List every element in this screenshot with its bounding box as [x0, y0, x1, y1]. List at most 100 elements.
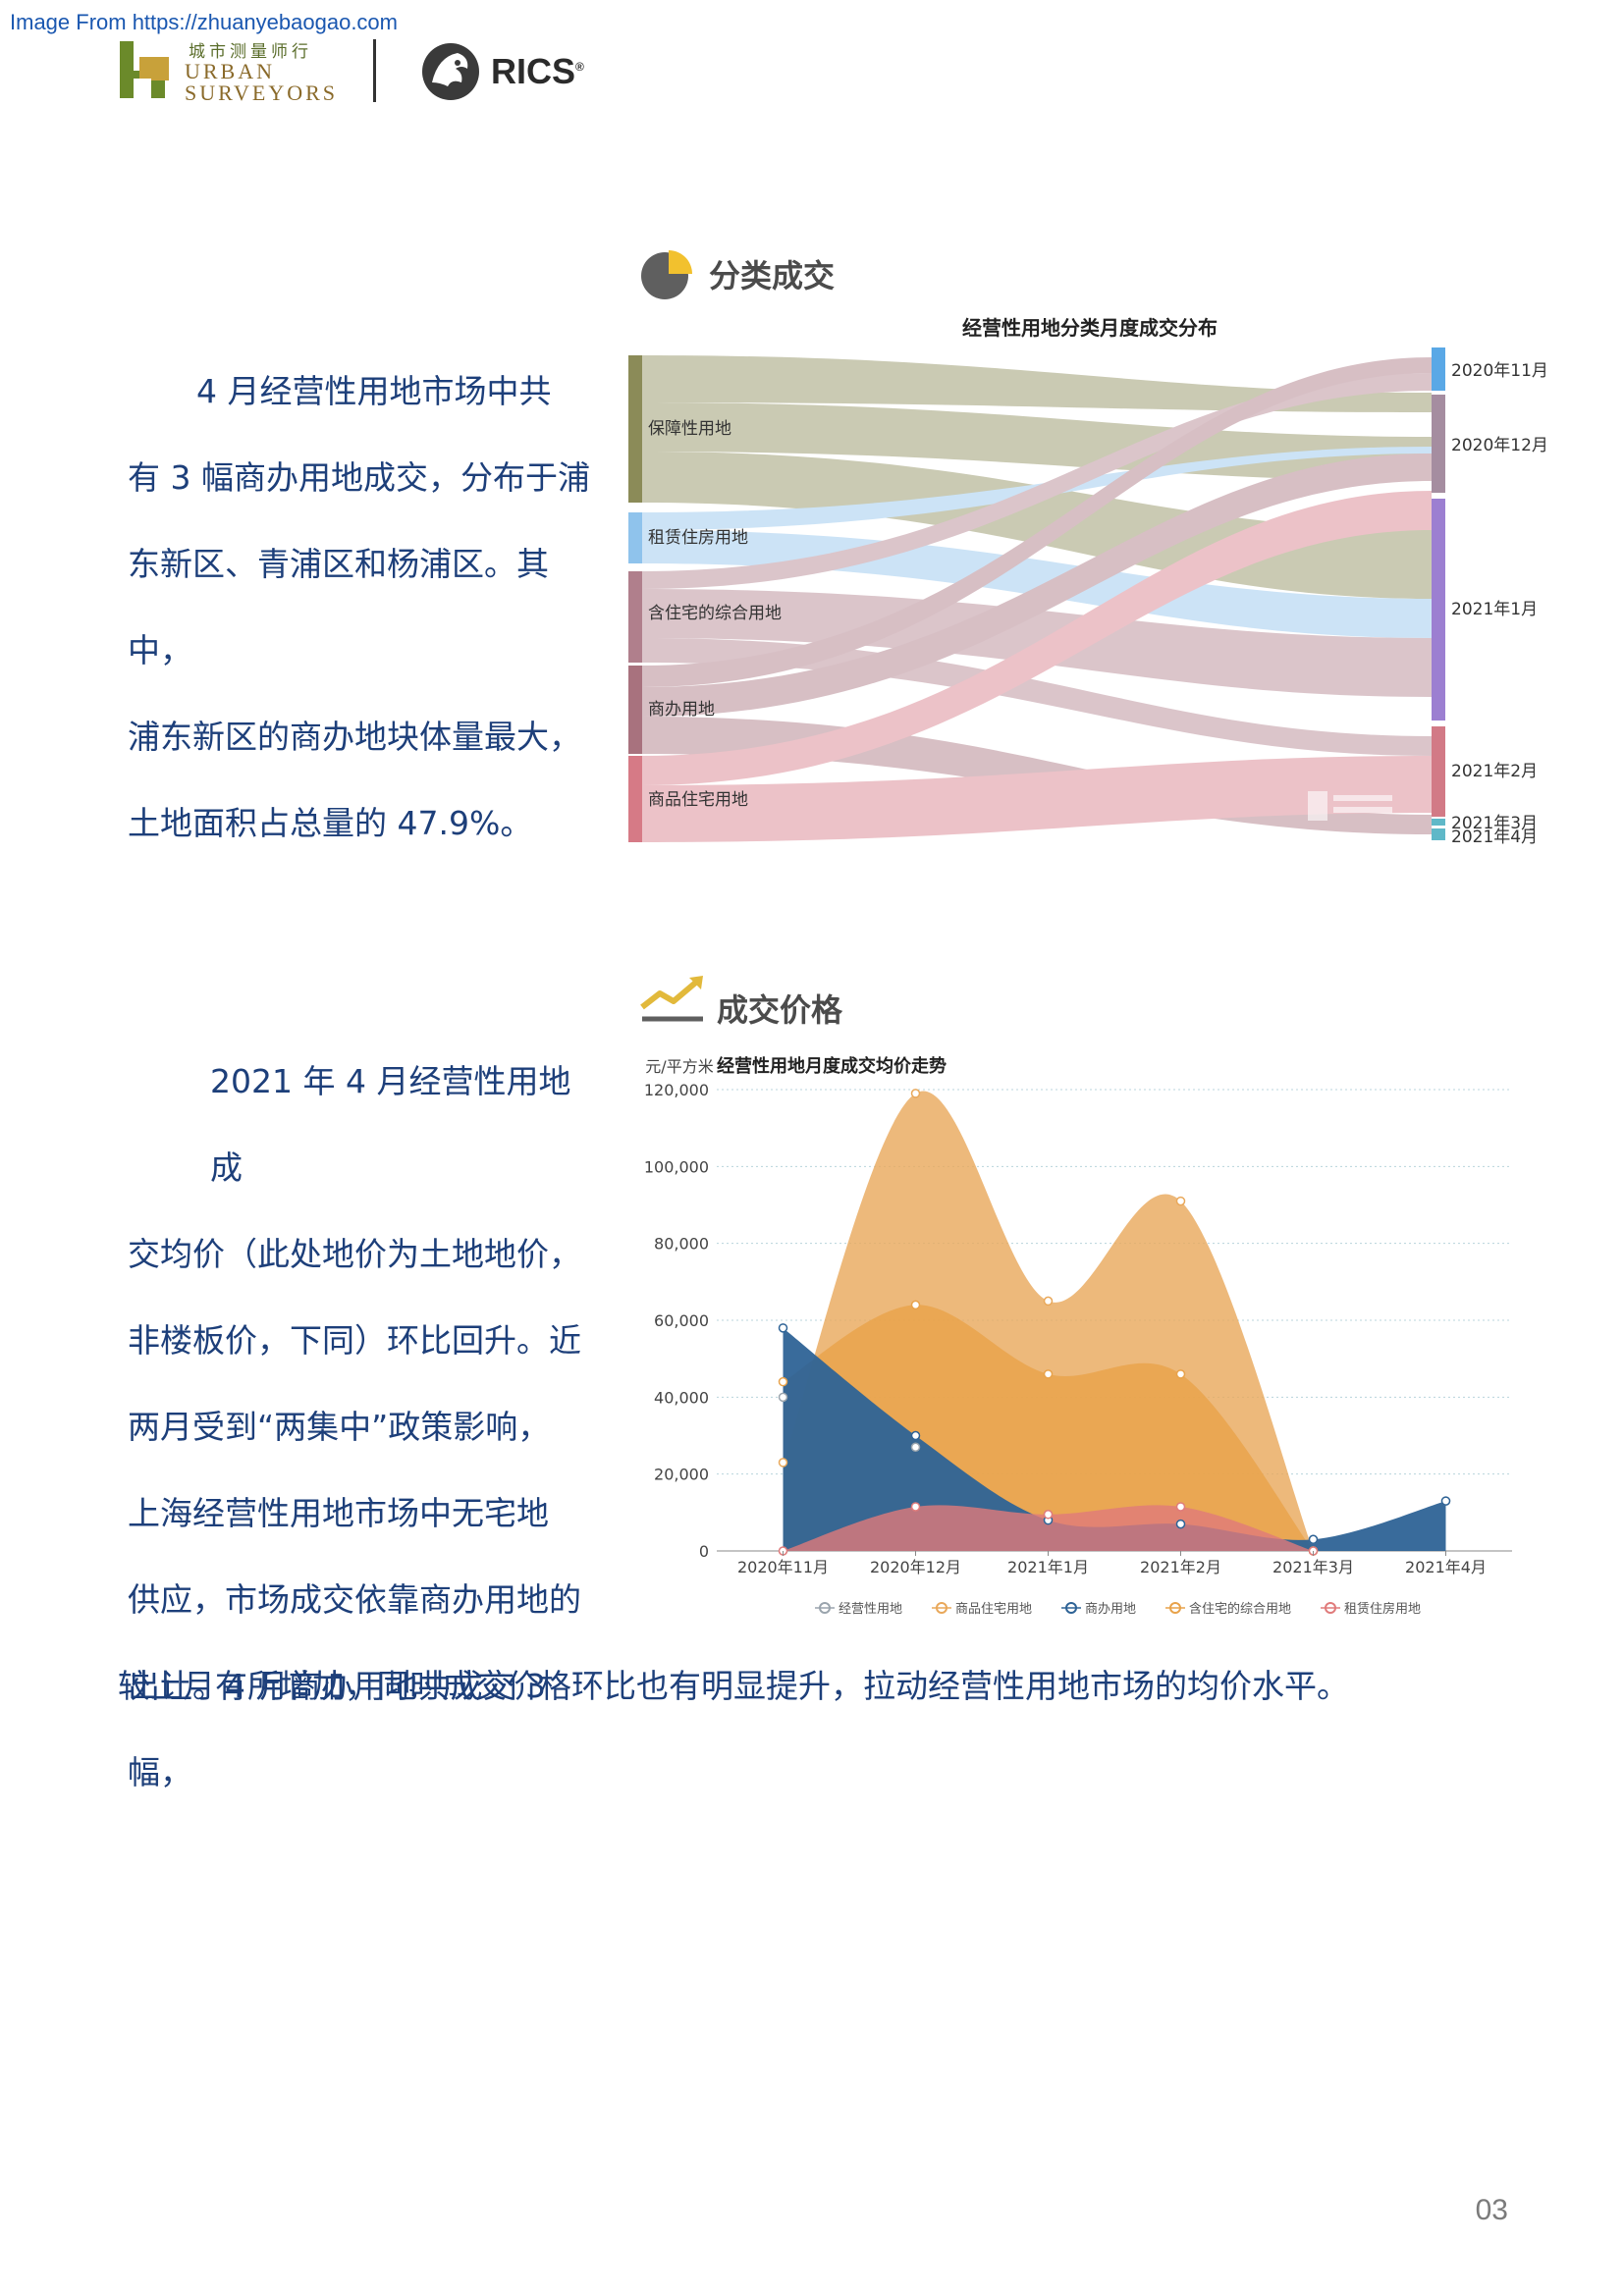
data-point	[1308, 1534, 1319, 1544]
paragraph-line: 土地面积占总量的 47.9%。	[128, 804, 533, 842]
section-title-price: 成交价格	[717, 991, 843, 1029]
price-trend-chart: 经营性用地月度成交均价走势 元/平方米 0 20,000 40,000 60,000 8…	[644, 1055, 1512, 1617]
sankey-flow	[642, 402, 1432, 481]
chart-ticks: 0 20,000 40,000 60,000 80,000 100,000 120,000 2…	[644, 1081, 1487, 1576]
sankey-source-labels: 保障性用地 租赁住房用地 含住宅的综合用地 商办用地 商品住宅用地	[648, 419, 782, 810]
y-tick-label: 0	[699, 1542, 709, 1561]
sankey-flow	[642, 355, 1432, 412]
data-point	[910, 1089, 921, 1098]
paragraph-line: 2021 年 4 月经营性用地成	[210, 1062, 571, 1187]
sankey-flow	[642, 638, 1432, 756]
legend-label: 商办用地	[1085, 1602, 1136, 1617]
chart-points	[778, 1089, 1451, 1556]
data-point	[1175, 1369, 1186, 1379]
logo-english-line2: SURVEYORS	[185, 80, 339, 105]
paragraph-line: 交均价（此处地价为土地地价，	[128, 1235, 581, 1273]
paragraph-line: 浦东新区的商办地块体量最大，	[128, 718, 581, 756]
sankey-flow	[642, 452, 1432, 599]
sankey-target-label: 2021年1月	[1451, 600, 1538, 619]
data-point	[1440, 1496, 1451, 1506]
sankey-node-zonghe	[628, 571, 642, 663]
y-axis-unit: 元/平方米	[645, 1057, 713, 1076]
y-tick-label: 80,000	[654, 1235, 709, 1254]
data-point	[910, 1430, 921, 1441]
pie-chart-icon	[641, 250, 692, 299]
data-point	[1043, 1510, 1054, 1520]
data-point	[910, 1300, 921, 1310]
sankey-node-zhuzhai	[628, 756, 642, 842]
data-point	[1175, 1519, 1186, 1529]
chart-title: 经营性用地月度成交均价走势	[717, 1055, 947, 1077]
paragraph-line: 4 月经营性用地市场中共	[196, 372, 552, 410]
legend-label: 含住宅的综合用地	[1189, 1601, 1291, 1617]
paragraph-line: 有 3 幅商办用地成交，分布于浦	[128, 458, 590, 497]
section2-paragraph: 2021 年 4 月经营性用地成 交均价（此处地价为土地地价， 非楼板价，下同）…	[128, 1039, 599, 1816]
paragraph-line: 出让。4 月商办用地共成交 3 幅，	[128, 1667, 546, 1791]
data-point	[1043, 1369, 1054, 1379]
x-tick-label: 2021年3月	[1272, 1558, 1354, 1576]
data-point	[778, 1376, 788, 1387]
x-tick-label: 2020年12月	[870, 1558, 961, 1576]
sankey-target-label: 2020年12月	[1451, 436, 1548, 455]
sankey-flow	[642, 373, 1432, 589]
page-number: 03	[1475, 2194, 1508, 2226]
paragraph-line: 两月受到“两集中”政策影响，	[128, 1408, 551, 1446]
rics-lion-icon	[422, 43, 479, 100]
logo-divider	[373, 39, 376, 102]
sankey-chart: 保障性用地 租赁住房用地 含住宅的综合用地 商办用地 商品住宅用地 2020年1…	[628, 347, 1548, 847]
data-point	[910, 1442, 921, 1452]
area-4	[783, 1505, 1314, 1551]
chart-areas	[783, 1091, 1446, 1551]
y-tick-label: 100,000	[644, 1157, 709, 1176]
sankey-target-label: 2021年3月	[1451, 814, 1538, 833]
sankey-node-zulin	[628, 512, 642, 563]
data-point	[778, 1323, 788, 1333]
y-tick-label: 20,000	[654, 1466, 709, 1484]
sankey-flow	[642, 530, 1432, 638]
sankey-source-label: 商品住宅用地	[648, 790, 748, 810]
sankey-flow	[642, 756, 1432, 842]
x-tick-label: 2021年1月	[1007, 1558, 1089, 1576]
sankey-flows	[642, 355, 1432, 842]
sankey-node-2021-3	[1432, 819, 1445, 826]
sankey-flow	[642, 717, 1432, 834]
sankey-node-shangban	[628, 666, 642, 754]
sankey-node-2021-1	[1432, 499, 1445, 721]
chart-legend: 经营性用地 商品住宅用地 商办用地 含住宅的综合用地 租赁住房用地	[815, 1601, 1421, 1617]
legend-label: 商品住宅用地	[955, 1602, 1032, 1617]
paragraph-line: 上海经营性用地市场中无宅地	[128, 1494, 549, 1532]
legend-label: 租赁住房用地	[1344, 1601, 1421, 1617]
x-tick-label: 2020年11月	[737, 1558, 829, 1576]
urban-surveyors-logo-icon	[120, 41, 169, 98]
sankey-node-2020-11	[1432, 347, 1445, 391]
sankey-watermark-icon	[1308, 791, 1392, 821]
sankey-source-label: 含住宅的综合用地	[648, 604, 782, 623]
logo-english-line1: URBAN	[185, 59, 276, 83]
section2-paragraph-tail: 较上月有所增加，同时成交价格环比也有明显提升，拉动经营性用地市场的均价水平。	[118, 1667, 1349, 1705]
sankey-title: 经营性用地分类月度成交分布	[962, 316, 1218, 340]
data-point	[1175, 1502, 1186, 1512]
section1-paragraph: 4 月经营性用地市场中共 有 3 幅商办用地成交，分布于浦 东新区、青浦区和杨浦…	[128, 348, 599, 867]
sankey-node-baozhang	[628, 355, 642, 503]
sankey-source-label: 商办用地	[648, 700, 715, 720]
y-tick-label: 120,000	[644, 1081, 709, 1099]
logo-chinese-name: 城市测量师行	[189, 42, 312, 62]
data-point	[910, 1502, 921, 1512]
rics-wordmark: RICS®	[491, 51, 584, 91]
paragraph-line: 东新区、青浦区和杨浦区。其中，	[128, 545, 549, 669]
sankey-node-2021-4	[1432, 828, 1445, 840]
sankey-flow	[642, 447, 1432, 530]
sankey-source-label: 租赁住房用地	[648, 528, 748, 548]
sankey-target-nodes	[1432, 347, 1445, 840]
sankey-node-2020-12	[1432, 395, 1445, 493]
x-tick-label: 2021年4月	[1405, 1558, 1487, 1576]
x-tick-label: 2021年2月	[1140, 1558, 1221, 1576]
trend-line-icon	[640, 976, 703, 1022]
source-line: Image From https://zhuanyebaogao.com	[10, 10, 398, 34]
area-2	[783, 1327, 1446, 1551]
sankey-target-labels: 2020年11月 2020年12月 2021年1月 2021年2月 2021年3…	[1451, 361, 1548, 847]
sankey-node-2021-2	[1432, 726, 1445, 817]
sankey-flow	[642, 589, 1432, 697]
y-tick-label: 40,000	[654, 1388, 709, 1407]
paragraph-line: 非楼板价，下同）环比回升。近	[128, 1321, 581, 1360]
